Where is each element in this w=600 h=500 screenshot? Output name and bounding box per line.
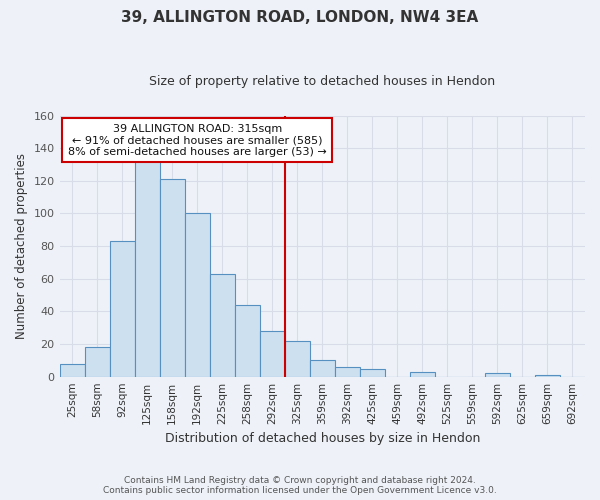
Bar <box>285 341 310 376</box>
Bar <box>335 367 360 376</box>
Text: 39, ALLINGTON ROAD, LONDON, NW4 3EA: 39, ALLINGTON ROAD, LONDON, NW4 3EA <box>121 10 479 25</box>
Bar <box>235 305 260 376</box>
X-axis label: Distribution of detached houses by size in Hendon: Distribution of detached houses by size … <box>164 432 480 445</box>
Bar <box>310 360 335 376</box>
Bar <box>360 368 385 376</box>
Bar <box>160 179 185 376</box>
Y-axis label: Number of detached properties: Number of detached properties <box>15 153 28 339</box>
Bar <box>59 364 85 376</box>
Bar <box>209 274 235 376</box>
Bar <box>260 331 285 376</box>
Text: Contains HM Land Registry data © Crown copyright and database right 2024.
Contai: Contains HM Land Registry data © Crown c… <box>103 476 497 495</box>
Bar <box>535 375 560 376</box>
Text: 39 ALLINGTON ROAD: 315sqm
← 91% of detached houses are smaller (585)
8% of semi-: 39 ALLINGTON ROAD: 315sqm ← 91% of detac… <box>68 124 326 157</box>
Bar <box>134 160 160 376</box>
Bar <box>485 374 510 376</box>
Bar <box>185 214 209 376</box>
Bar <box>110 241 134 376</box>
Bar <box>85 348 110 376</box>
Bar <box>410 372 435 376</box>
Title: Size of property relative to detached houses in Hendon: Size of property relative to detached ho… <box>149 75 496 88</box>
